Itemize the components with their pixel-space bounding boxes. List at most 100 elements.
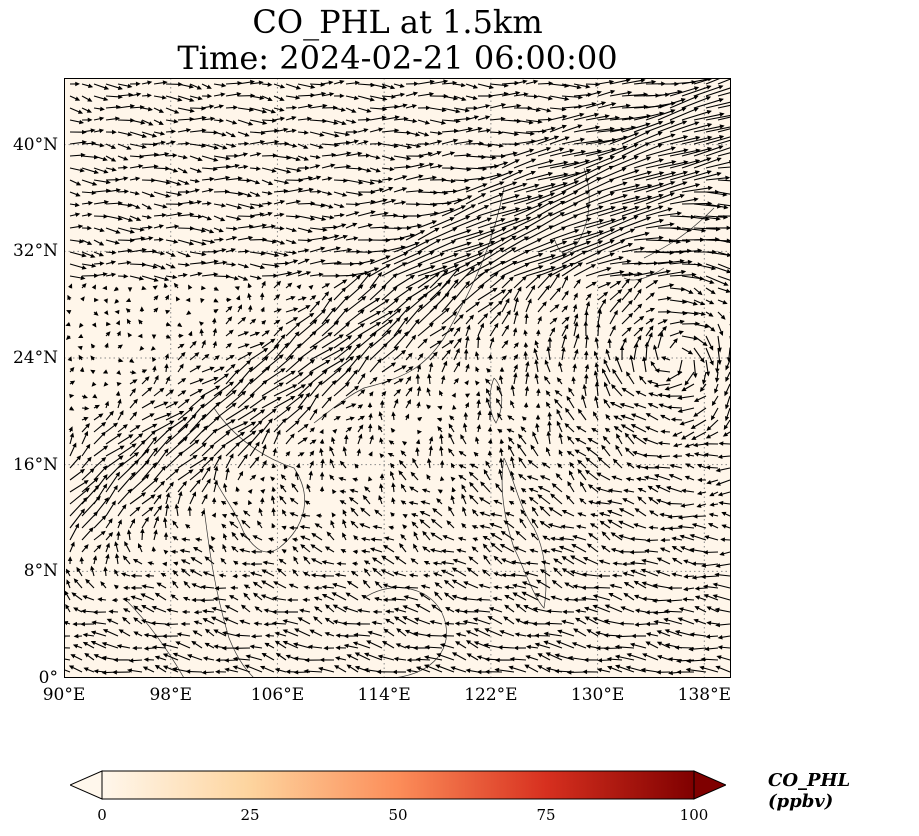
wind-arrow bbox=[681, 85, 711, 97]
wind-arrow-head bbox=[221, 82, 227, 88]
wind-arrow bbox=[537, 226, 566, 241]
wind-arrow-head bbox=[693, 86, 700, 91]
wind-arrow-head bbox=[584, 159, 591, 164]
wind-arrow-head bbox=[295, 85, 302, 90]
wind-arrow bbox=[621, 196, 652, 205]
wind-arrow-head bbox=[466, 241, 472, 246]
wind-arrow-head bbox=[165, 180, 171, 185]
wind-arrow-head bbox=[258, 203, 264, 208]
wind-arrow-head bbox=[596, 166, 603, 171]
wind-arrow-head bbox=[146, 214, 152, 220]
wind-arrow bbox=[681, 136, 712, 145]
wind-arrow-head bbox=[103, 169, 109, 174]
wind-arrow-head bbox=[670, 120, 676, 125]
wind-arrow-head bbox=[586, 168, 592, 174]
wind-arrow-head bbox=[647, 195, 653, 200]
wind-arrow-head bbox=[585, 240, 592, 246]
wind-arrow bbox=[501, 195, 532, 205]
wind-arrow-head bbox=[400, 92, 406, 98]
wind-arrow-head bbox=[544, 136, 550, 141]
wind-arrow-head bbox=[87, 240, 93, 245]
wind-arrow-head bbox=[249, 107, 255, 112]
wind-arrow-head bbox=[296, 199, 302, 205]
wind-arrow-head bbox=[633, 215, 639, 220]
wind-arrow-head bbox=[291, 239, 297, 245]
wind-arrow bbox=[453, 230, 483, 241]
wind-arrow-head bbox=[429, 79, 435, 85]
wind-arrow-head bbox=[546, 108, 552, 113]
wind-arrow-head bbox=[485, 115, 491, 120]
wind-arrow-head bbox=[402, 214, 408, 219]
wind-arrow-head bbox=[322, 227, 328, 232]
wind-arrow-head bbox=[220, 92, 226, 97]
wind-arrow-head bbox=[640, 78, 646, 83]
wind-arrow-head bbox=[634, 169, 640, 174]
wind-arrow-head bbox=[379, 187, 385, 193]
wind-arrow-head bbox=[615, 115, 620, 121]
wind-arrow bbox=[501, 206, 531, 217]
wind-arrow-head bbox=[516, 103, 522, 109]
wind-arrow-head bbox=[210, 239, 216, 244]
wind-arrow-head bbox=[645, 130, 651, 135]
wind-arrow-head bbox=[185, 253, 191, 258]
wind-arrow-head bbox=[123, 156, 129, 161]
wind-arrow-head bbox=[598, 205, 604, 210]
wind-arrow-head bbox=[279, 226, 285, 231]
wind-arrow bbox=[669, 159, 700, 169]
wind-arrow-head bbox=[427, 151, 433, 157]
wind-arrow-head bbox=[116, 188, 121, 193]
wind-arrow-head bbox=[561, 226, 567, 231]
wind-arrow bbox=[549, 229, 579, 241]
wind-arrow-head bbox=[609, 191, 615, 197]
wind-arrow bbox=[537, 161, 568, 169]
wind-arrow bbox=[657, 90, 682, 97]
wind-arrow-head bbox=[161, 95, 167, 100]
wind-arrow-head bbox=[695, 159, 701, 164]
wind-arrow bbox=[645, 181, 675, 193]
wind-arrow-head bbox=[533, 79, 539, 85]
wind-arrow bbox=[585, 165, 614, 181]
wind-arrow-head bbox=[610, 218, 617, 223]
wind-arrow-head bbox=[207, 201, 212, 206]
wind-arrow-head bbox=[501, 206, 507, 211]
wind-arrow-head bbox=[609, 178, 615, 183]
wind-arrow bbox=[585, 192, 615, 205]
wind-arrow bbox=[441, 215, 470, 229]
wind-arrow bbox=[609, 91, 632, 97]
wind-arrow-head bbox=[158, 108, 165, 113]
wind-arrow bbox=[441, 205, 466, 217]
wind-arrow bbox=[645, 147, 675, 157]
wind-arrow-head bbox=[194, 188, 200, 193]
wind-arrow-head bbox=[467, 126, 473, 132]
wind-arrow bbox=[621, 247, 644, 253]
wind-arrow-head bbox=[162, 80, 168, 85]
wind-arrow-head bbox=[646, 156, 652, 161]
wind-arrow-head bbox=[559, 212, 565, 217]
wind-arrow bbox=[657, 239, 680, 243]
wind-arrow-head bbox=[189, 241, 195, 246]
wind-arrow-head bbox=[414, 81, 419, 87]
wind-arrow bbox=[465, 229, 495, 241]
wind-arrow-head bbox=[307, 228, 313, 234]
wind-arrow-head bbox=[303, 144, 309, 149]
wind-arrow-head bbox=[725, 175, 731, 181]
wind-arrow-head bbox=[305, 165, 310, 171]
wind-arrow-head bbox=[706, 85, 712, 90]
wind-arrow-head bbox=[625, 103, 631, 109]
wind-arrow-head bbox=[627, 242, 634, 248]
wind-arrow-head bbox=[78, 119, 85, 125]
wind-arrow-head bbox=[394, 128, 400, 133]
wind-arrow bbox=[681, 215, 709, 220]
wind-arrow-head bbox=[382, 198, 388, 203]
wind-arrow-head bbox=[671, 160, 677, 165]
wind-arrow-head bbox=[718, 145, 724, 150]
wind-arrow-head bbox=[547, 96, 554, 101]
wind-arrow-head bbox=[594, 112, 600, 118]
wind-arrow bbox=[657, 171, 688, 181]
wind-arrow bbox=[573, 219, 604, 229]
wind-arrow-head bbox=[378, 127, 384, 132]
wind-arrow-head bbox=[102, 156, 108, 162]
wind-arrow bbox=[609, 215, 638, 229]
wind-arrow-head bbox=[561, 191, 567, 196]
wind-arrow-head bbox=[694, 170, 701, 175]
